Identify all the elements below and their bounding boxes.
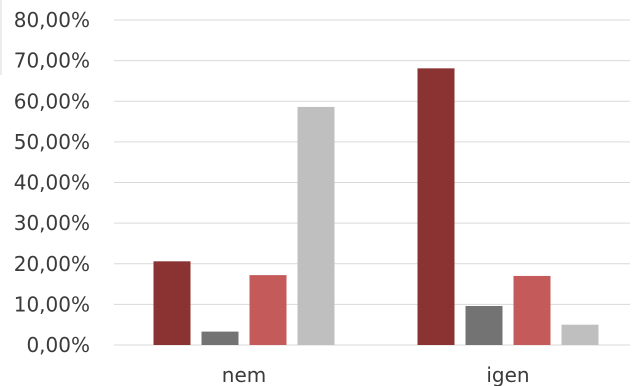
y-tick-label: 10,00% bbox=[14, 292, 90, 316]
gridlines bbox=[114, 19, 630, 346]
x-category-label-igen: igen bbox=[486, 363, 529, 386]
y-axis-tick-labels: 0,00% 10,00% 20,00% 30,00% 40,00% 50,00% 60,00… bbox=[14, 8, 90, 357]
bar-nem-series-4 bbox=[297, 106, 335, 345]
bar-nem-series-2 bbox=[201, 331, 239, 345]
y-tick-label: 20,00% bbox=[14, 252, 90, 276]
bar-nem-series-1 bbox=[153, 261, 191, 345]
y-tick-label: 30,00% bbox=[14, 211, 90, 235]
x-axis-category-labels: nem igen bbox=[222, 363, 530, 386]
bars bbox=[153, 68, 599, 345]
bar-nem-series-3 bbox=[249, 275, 287, 345]
y-tick-label: 0,00% bbox=[26, 333, 90, 357]
bar-igen-series-1 bbox=[417, 68, 455, 345]
y-tick-label: 40,00% bbox=[14, 171, 90, 195]
y-tick-label: 50,00% bbox=[14, 130, 90, 154]
bar-igen-series-3 bbox=[513, 275, 551, 345]
bar-igen-series-2 bbox=[465, 306, 503, 345]
y-tick-label: 80,00% bbox=[14, 8, 90, 32]
bar-igen-series-4 bbox=[561, 324, 599, 345]
x-category-label-nem: nem bbox=[222, 363, 266, 386]
y-tick-label: 60,00% bbox=[14, 89, 90, 113]
y-tick-label: 70,00% bbox=[14, 49, 90, 73]
